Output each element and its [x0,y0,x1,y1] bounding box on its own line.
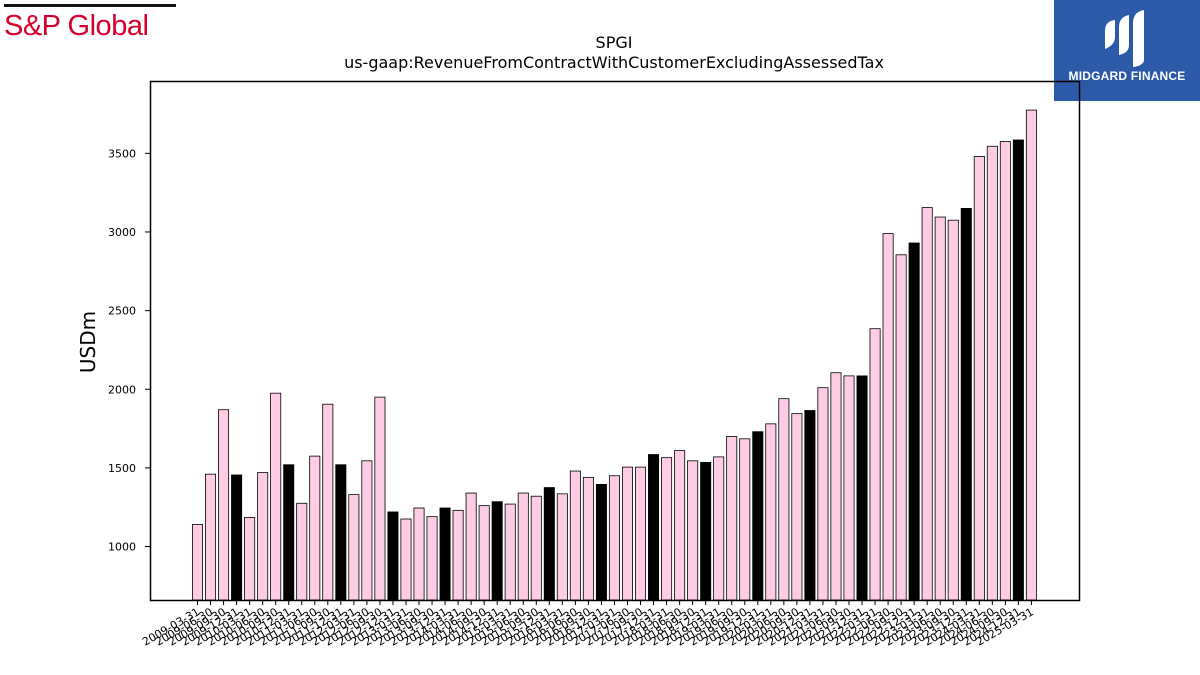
bar-2024-06-30 [986,145,998,601]
y-tick-label: 2000 [108,383,136,396]
bar-2017-09-30 [635,466,647,601]
bar-2015-06-30 [517,492,529,601]
x-axis: 2009-03-312009-06-302009-09-302009-12-31… [140,600,1036,649]
bar-2011-06-30 [309,455,321,601]
bar-2019-06-30 [726,436,738,601]
bar-2017-12-31 [648,454,660,601]
bar-2024-03-31 [973,156,985,601]
bar-2024-09-30 [999,141,1011,601]
bar-2009-09-30 [218,409,230,601]
bar-2010-12-31 [283,464,295,601]
y-tick-label: 1500 [108,462,136,475]
chart-title: SPGI [596,33,633,52]
bar-2016-06-30 [569,470,581,601]
bar-2022-06-30 [882,233,894,601]
bar-2009-06-30 [205,473,217,601]
bar-2020-06-30 [778,398,790,601]
bar-2023-12-31 [960,207,972,601]
y-tick-label: 2500 [108,305,136,318]
bar-2011-12-31 [335,464,347,601]
bar-2019-09-30 [739,438,751,601]
bar-2012-12-31 [387,511,399,601]
bar-2020-12-31 [804,410,816,601]
bar-2013-09-30 [426,516,438,601]
plot-frame [149,80,1081,602]
bar-2019-12-31 [752,431,764,601]
bar-2025-03-31 [1025,109,1037,601]
bar-2016-12-31 [595,483,607,601]
bar-2014-06-30 [465,492,477,601]
bar-2012-03-31 [348,494,360,601]
bar-2009-12-31 [231,474,243,601]
bar-2022-03-31 [869,328,881,601]
bar-2022-09-30 [895,254,907,601]
bar-2018-12-31 [700,461,712,601]
bars-layer [191,109,1037,601]
bar-2023-06-30 [934,216,946,601]
bar-2011-09-30 [322,403,334,601]
bar-2020-03-31 [765,423,777,601]
bar-2023-09-30 [947,219,959,601]
bar-2022-12-31 [908,242,920,601]
bar-2023-03-31 [921,207,933,601]
sp-global-logo-text: S&P Global [4,10,149,42]
bar-2010-06-30 [257,472,269,601]
bar-2015-03-31 [504,503,516,601]
bar-2021-03-31 [817,387,829,601]
bar-2021-09-30 [843,375,855,601]
y-tick-label: 1000 [108,541,136,554]
bar-2024-12-31 [1012,139,1024,601]
sp-global-logo: S&P Global [4,4,176,41]
bar-2017-03-31 [608,475,620,601]
y-tick-label: 3000 [108,226,136,239]
bar-2017-06-30 [621,466,633,601]
bar-2021-12-31 [856,375,868,601]
bar-2010-03-31 [244,517,256,601]
bar-2018-09-30 [687,460,699,601]
bar-2014-12-31 [491,501,503,601]
bar-2014-09-30 [478,505,490,601]
y-axis-label: USDm [76,311,100,373]
bar-2016-09-30 [582,476,594,601]
y-tick-label: 3500 [108,147,136,160]
bar-2013-03-31 [400,518,412,601]
bar-2009-03-31 [191,524,203,601]
midgard-finance-logo-text: MIDGARD FINANCE [1068,69,1186,83]
bar-2012-09-30 [374,396,386,601]
bar-2011-03-31 [296,502,308,601]
bar-2021-06-30 [830,372,842,601]
bar-2014-03-31 [452,509,464,601]
chart-subtitle: us-gaap:RevenueFromContractWithCustomerE… [344,53,884,72]
bar-2010-09-30 [270,392,282,601]
bar-2013-12-31 [439,507,451,601]
y-axis: 1000 1500 2000 2500 3000 3500 [108,147,150,554]
bar-2015-09-30 [530,495,542,601]
bar-2013-06-30 [413,507,425,601]
bar-2020-09-30 [791,413,803,601]
bar-2018-06-30 [674,450,686,601]
bar-2015-12-31 [543,487,555,601]
bar-2018-03-31 [661,457,673,601]
midgard-mark-icon [1105,10,1144,67]
bar-2019-03-31 [713,456,725,601]
bar-2016-03-31 [556,493,568,601]
midgard-finance-logo: MIDGARD FINANCE [1054,0,1200,101]
bar-2012-06-30 [361,460,373,601]
